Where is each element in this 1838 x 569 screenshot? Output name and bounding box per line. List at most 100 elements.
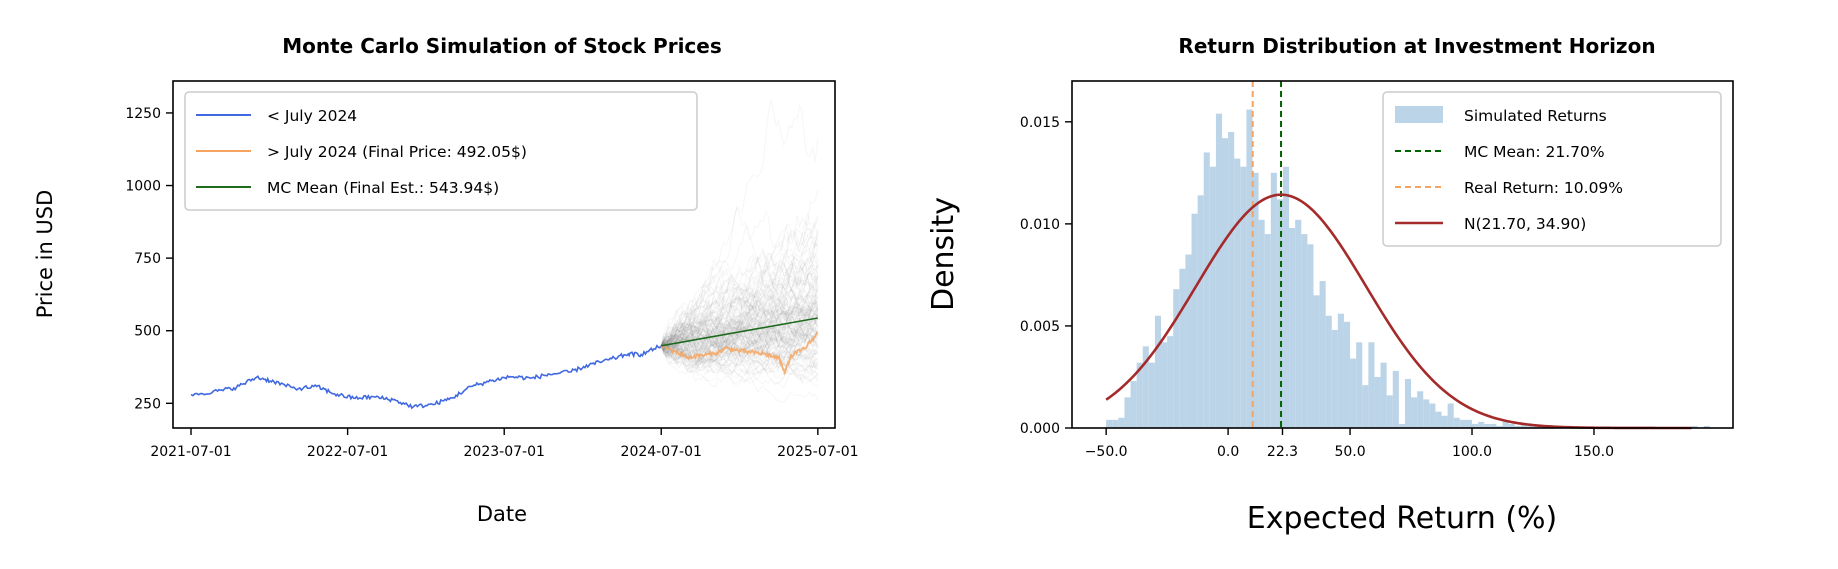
simulated-path [660, 275, 819, 351]
simulated-path [660, 306, 819, 358]
simulated-path [660, 264, 819, 360]
simulated-path [660, 277, 819, 352]
histogram-bar [1185, 254, 1192, 428]
simulated-path [660, 316, 819, 358]
legend-label-normal: N(21.70, 34.90) [1464, 215, 1586, 233]
simulated-path [660, 294, 818, 359]
histogram-bar [1398, 423, 1405, 428]
y-tick-label: 0.005 [1020, 319, 1060, 335]
histogram-bar [1319, 281, 1326, 428]
simulated-path [660, 322, 819, 368]
simulated-path [660, 224, 819, 361]
y-tick-label: 0.010 [1020, 217, 1060, 233]
histogram-bar [1307, 244, 1314, 428]
future-line [660, 331, 818, 376]
chart2-x-ticks: −50.0 0.0 22.3 50.0 100.0 150.0 [1085, 428, 1614, 460]
simulated-path [660, 285, 819, 361]
legend-label-real: Real Return: 10.09% [1464, 179, 1623, 197]
simulated-path [660, 312, 819, 362]
histogram-bar [1222, 138, 1229, 428]
histogram-bar [1112, 419, 1119, 428]
simulated-path [660, 315, 819, 352]
chart2-ylabel: Density [926, 197, 961, 311]
simulated-path [660, 317, 818, 357]
simulated-path [660, 290, 818, 358]
simulated-path [660, 243, 818, 349]
histogram-bar [1167, 336, 1174, 428]
simulated-path [661, 309, 818, 350]
simulated-path [660, 336, 818, 387]
simulated-path [660, 230, 819, 368]
x-tick-label: 2024-07-01 [621, 444, 702, 460]
simulated-path [660, 306, 818, 354]
x-tick-label: 100.0 [1452, 444, 1492, 460]
histogram-bar [1453, 417, 1460, 428]
simulated-path [660, 287, 819, 346]
x-tick-label: 150.0 [1574, 444, 1614, 460]
histogram-bar [1465, 419, 1473, 428]
y-tick-label: 750 [134, 251, 161, 267]
simulated-path [660, 315, 819, 375]
histogram-bar [1118, 417, 1125, 428]
simulated-path [660, 268, 819, 347]
histogram-bar [1502, 421, 1509, 428]
chart1-xlabel: Date [477, 502, 527, 526]
simulated-path [661, 345, 819, 388]
histogram-bar [1380, 362, 1387, 428]
simulated-path [660, 322, 819, 371]
simulated-path [661, 273, 819, 348]
chart2-axes-frame [1071, 80, 1734, 429]
simulated-path [661, 284, 818, 347]
simulated-path [660, 283, 818, 347]
histogram-bar [1179, 268, 1186, 428]
simulated-path [660, 99, 819, 346]
simulated-path [661, 190, 819, 347]
histogram-bar [1532, 425, 1540, 428]
chart1-x-ticks: 2021-07-01 2022-07-01 2023-07-01 2024-07-01… [150, 428, 859, 460]
simulated-path [661, 323, 819, 357]
histogram-bar [1154, 315, 1162, 428]
simulated-path [660, 321, 819, 359]
histogram-bar [1472, 423, 1479, 428]
histogram-bar [1429, 403, 1436, 428]
histogram-bar [1368, 342, 1375, 428]
histogram-bar [1423, 399, 1430, 428]
histogram-bar [1350, 358, 1357, 428]
x-tick-label: 50.0 [1334, 444, 1365, 460]
simulated-path [660, 308, 819, 366]
y-tick-label: 1250 [125, 106, 161, 122]
histogram-bar [1343, 321, 1351, 428]
simulated-path [660, 305, 819, 349]
histogram-bar [1252, 172, 1259, 428]
simulated-paths-cloud [660, 99, 819, 403]
simulated-path [661, 295, 819, 349]
y-tick-label: 250 [134, 396, 161, 412]
simulated-path [660, 258, 818, 347]
histogram-bar [1447, 403, 1454, 428]
simulated-path [660, 325, 819, 374]
simulated-path [660, 281, 819, 373]
history-line [190, 344, 662, 410]
simulated-path [660, 308, 818, 351]
histogram-bar [1356, 342, 1363, 428]
chart2-legend-box [1382, 91, 1722, 247]
simulated-path [660, 328, 819, 374]
simulated-path [660, 307, 819, 361]
simulated-path [661, 269, 818, 366]
simulated-path [660, 305, 819, 347]
histogram-bar [1508, 423, 1515, 428]
x-tick-label: −50.0 [1085, 444, 1128, 460]
histogram-bar [1124, 397, 1131, 428]
simulated-path [660, 233, 819, 349]
simulated-path [660, 258, 819, 347]
legend-label-future: > July 2024 (Final Price: 492.05$) [267, 143, 527, 161]
simulated-path [660, 318, 819, 357]
chart1-legend-box [184, 91, 698, 211]
x-tick-label: 2022-07-01 [307, 444, 388, 460]
histogram-bars [1106, 109, 1710, 429]
histogram-bar [1417, 391, 1424, 428]
chart2-legend: Simulated Returns MC Mean: 21.70% Real R… [1382, 91, 1722, 247]
histogram-bar [1130, 381, 1137, 428]
histogram-bar [1386, 395, 1393, 428]
